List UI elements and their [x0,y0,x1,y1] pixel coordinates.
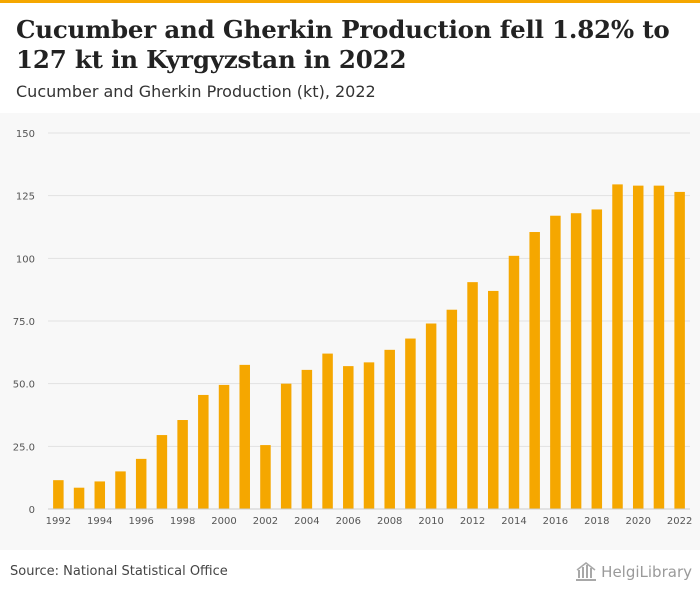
x-tick-label: 2014 [501,516,526,527]
y-tick-label: 125 [16,192,35,203]
bar [363,362,375,509]
x-tick-label: 2004 [294,516,319,527]
bar [156,435,168,509]
bar [260,445,271,509]
bar [529,232,540,509]
y-tick-label: 100 [16,254,35,265]
chart-footer: Source: National Statistical Office Helg… [0,550,700,596]
x-tick-label: 2016 [543,516,568,527]
bar [425,323,437,509]
bar [488,290,499,509]
chart-title: Cucumber and Gherkin Production fell 1.8… [16,15,670,74]
x-tick-label: 2018 [584,516,609,527]
x-tick-label: 1996 [128,516,153,527]
bar [446,309,458,509]
y-tick-label: 25.0 [13,442,35,453]
library-icon [576,562,597,581]
chart-header: Cucumber and Gherkin Production fell 1.8… [0,3,700,113]
bar [94,481,106,509]
bar [301,369,313,509]
bar [280,383,292,509]
y-tick-label: 50.0 [13,380,35,391]
brand-logo: HelgiLibrary [575,560,692,584]
x-tick-label: 2012 [460,516,485,527]
source-note: Source: National Statistical Office [10,564,228,579]
x-tick-label: 2000 [211,516,236,527]
bar [384,349,395,509]
accent-bar [0,0,700,3]
x-tick-label: 2020 [625,516,650,527]
bar [653,185,665,509]
plot-area: 0 25.0 50.0 75.0 100 125 150 1992 1994 1996 1998 20… [0,113,700,550]
bar [177,420,188,509]
x-tick-label: 2010 [418,516,443,527]
bar [218,384,230,509]
y-tick-label: 0 [29,505,35,516]
brand-name: HelgiLibrary [601,563,692,581]
bar [508,255,520,509]
bar [632,185,644,509]
bar [322,353,333,509]
bar [73,487,85,509]
bar [674,191,685,509]
bar [135,458,147,509]
bar [53,480,64,509]
x-tick-label: 2006 [336,516,361,527]
bar [467,282,478,509]
bar [198,394,209,509]
bar [612,184,623,509]
bar [550,215,561,509]
x-tick-label: 2022 [667,516,692,527]
x-tick-label: 2002 [253,516,278,527]
bar-chart: 0 25.0 50.0 75.0 100 125 150 1992 1994 1996 1998 20… [13,129,693,527]
y-tick-label: 75.0 [13,317,35,328]
bar [591,209,603,509]
x-tick-label: 1998 [170,516,195,527]
bar [570,213,582,510]
bar [405,338,416,509]
bar [115,471,126,509]
chart-subtitle: Cucumber and Gherkin Production (kt), 20… [16,82,376,101]
x-tick-label: 2008 [377,516,402,527]
x-tick-label: 1994 [87,516,112,527]
bar [239,364,250,509]
x-tick-label: 1992 [46,516,71,527]
y-tick-label: 150 [16,129,35,140]
bar [343,366,354,509]
